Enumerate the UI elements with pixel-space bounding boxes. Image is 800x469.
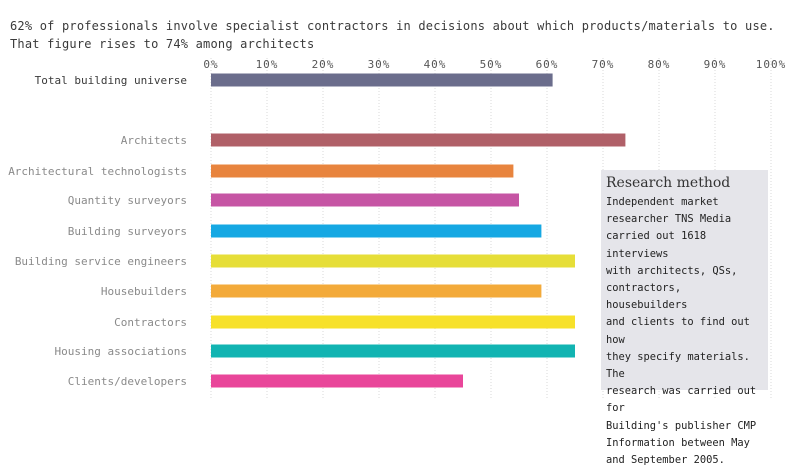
- chart-title: 62% of professionals involve specialist …: [10, 19, 775, 51]
- category-label: Architects: [121, 134, 187, 147]
- x-tick-label: 100%: [756, 58, 787, 71]
- bar: [211, 315, 575, 329]
- bar-chart: 0% 10% 20% 30% 40% 50% 60% 70% 80% 90% 100% Total …: [8, 58, 787, 398]
- category-label: Total building universe: [35, 74, 187, 87]
- research-method-text: Independent market researcher TNS Media …: [606, 196, 757, 467]
- category-label: Contractors: [114, 316, 187, 329]
- category-label: Housebuilders: [101, 285, 187, 298]
- x-tick-label: 0%: [203, 58, 218, 71]
- x-tick-label: 20%: [312, 58, 335, 71]
- x-tick-label: 10%: [256, 58, 279, 71]
- research-method-title: Research method: [606, 175, 731, 191]
- bar: [211, 254, 575, 268]
- bar: [211, 344, 575, 358]
- bars: [211, 73, 626, 388]
- category-label: Clients/developers: [68, 375, 187, 388]
- bar: [211, 164, 514, 178]
- x-tick-label: 50%: [480, 58, 503, 71]
- bar: [211, 73, 553, 87]
- category-label: Housing associations: [55, 345, 187, 358]
- category-label: Building service engineers: [15, 255, 187, 268]
- bar: [211, 193, 519, 207]
- x-tick-label: 70%: [592, 58, 615, 71]
- category-label: Building surveyors: [68, 225, 187, 238]
- bar: [211, 133, 626, 147]
- x-tick-label: 60%: [536, 58, 559, 71]
- bar: [211, 374, 463, 388]
- x-tick-label: 40%: [424, 58, 447, 71]
- x-tick-label: 80%: [648, 58, 671, 71]
- category-label: Quantity surveyors: [68, 194, 187, 207]
- category-label: Architectural technologists: [8, 165, 187, 178]
- x-tick-label: 90%: [704, 58, 727, 71]
- category-labels: Total building universe Architects Archite…: [8, 74, 187, 388]
- bar: [211, 284, 542, 298]
- x-tick-label: 30%: [368, 58, 391, 71]
- research-method-box: Research method Independent market resea…: [601, 170, 768, 466]
- bar: [211, 224, 542, 238]
- x-axis-ticks: 0% 10% 20% 30% 40% 50% 60% 70% 80% 90% 100%: [203, 58, 787, 71]
